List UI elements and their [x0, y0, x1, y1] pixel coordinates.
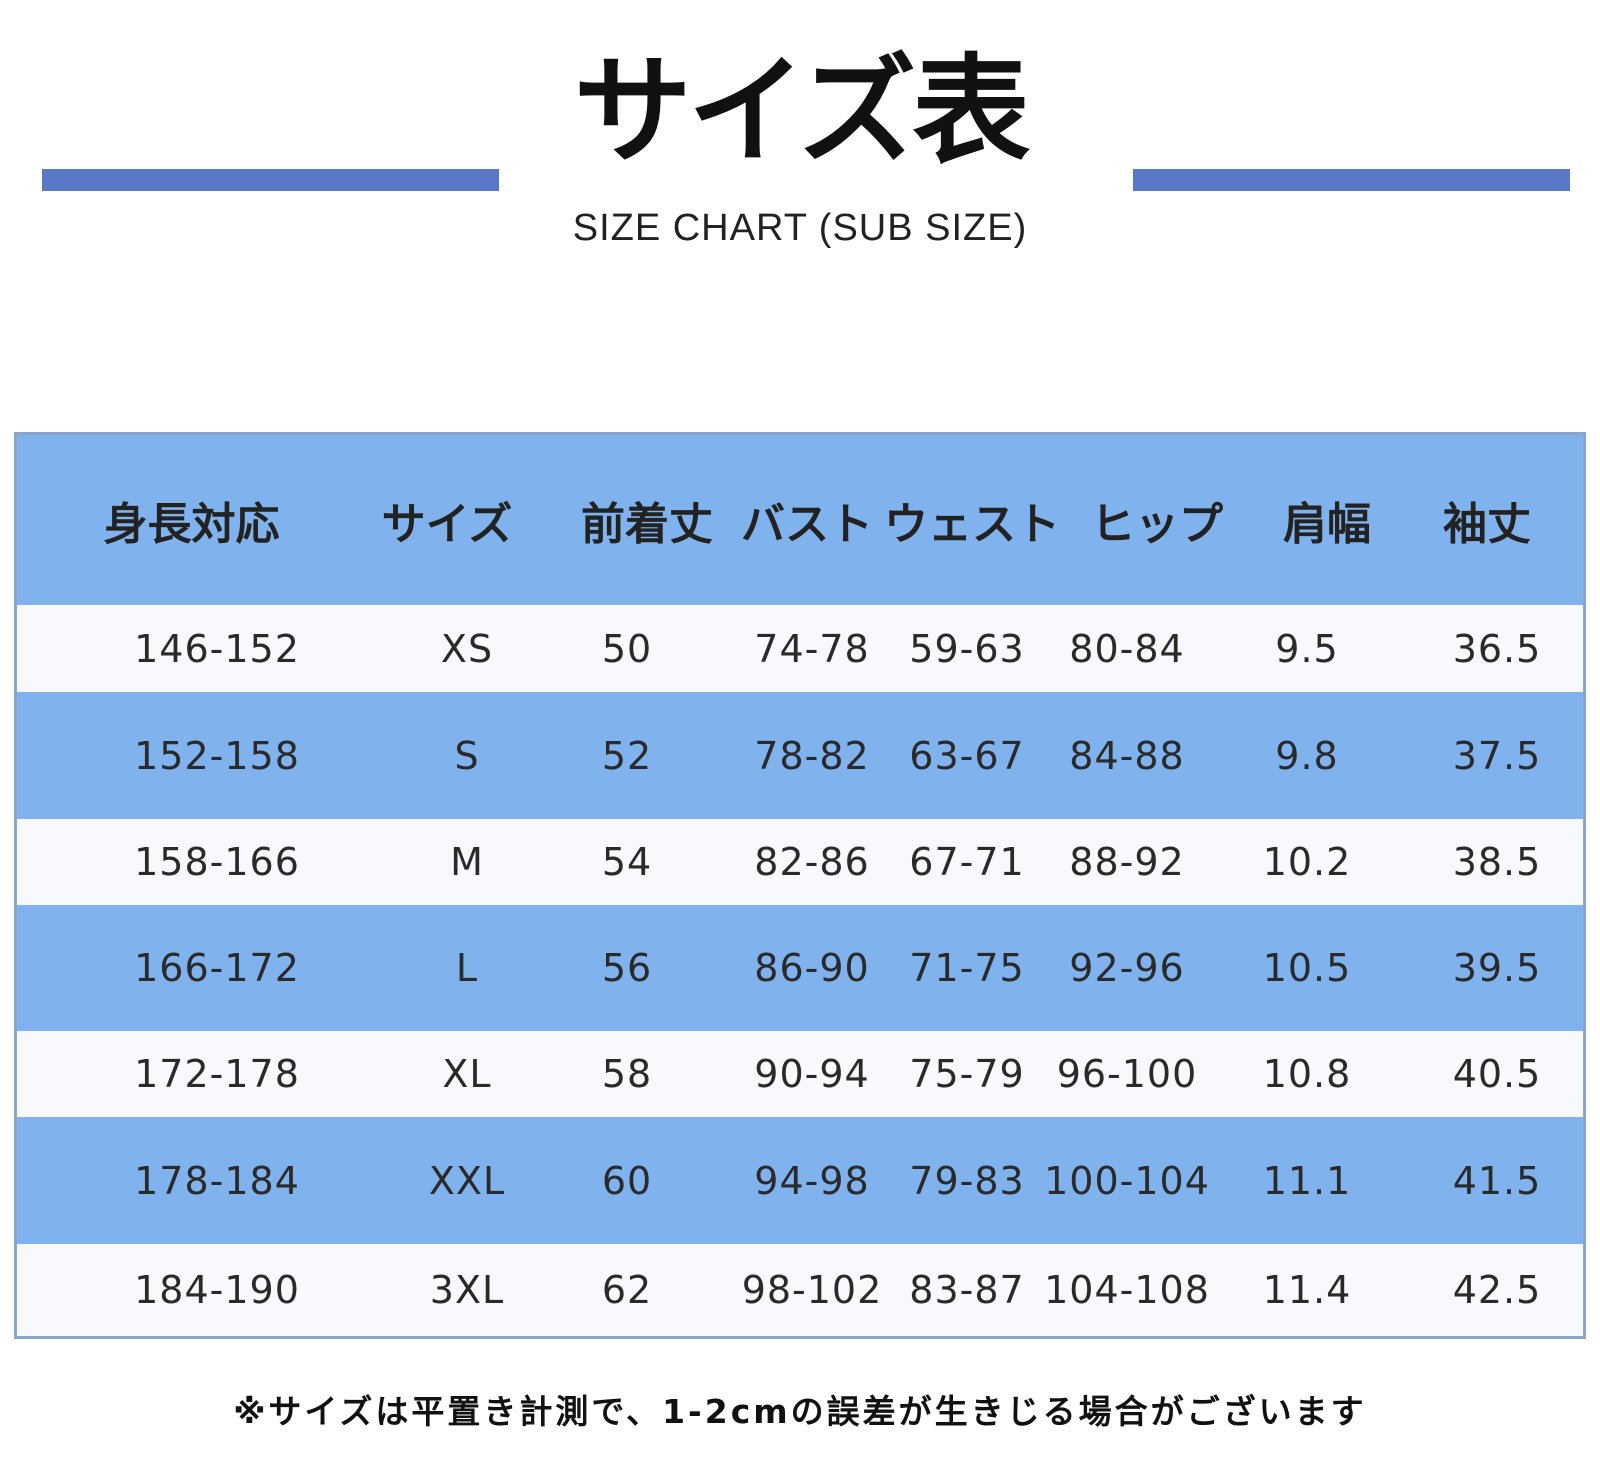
cell-waist: 79-83 — [909, 1158, 1025, 1203]
cell-size: M — [450, 840, 484, 884]
table-row: 146-152 XS 50 74-78 59-63 80-84 9.5 36.5 — [17, 605, 1583, 692]
cell-waist: 59-63 — [909, 626, 1025, 671]
cell-sleeve: 37.5 — [1452, 733, 1542, 778]
cell-shoulder: 10.8 — [1262, 1052, 1352, 1096]
table-header: 身長対応 サイズ 前着丈 バスト ウェスト ヒップ 肩幅 袖丈 — [17, 435, 1583, 605]
measurement-note: ※サイズは平置き計測で、1-2cmの誤差が生きじる場合がございます — [233, 1392, 1367, 1431]
cell-shoulder: 11.4 — [1262, 1268, 1352, 1312]
cell-waist: 67-71 — [909, 840, 1025, 884]
cell-shoulder: 10.5 — [1262, 946, 1352, 990]
cell-hip: 100-104 — [1044, 1158, 1210, 1203]
header-size: サイズ — [381, 499, 513, 550]
cell-length: 60 — [601, 1158, 653, 1203]
cell-shoulder: 9.8 — [1275, 733, 1339, 778]
cell-length: 50 — [601, 626, 653, 671]
cell-bust: 94-98 — [754, 1158, 870, 1203]
cell-hip: 104-108 — [1044, 1268, 1210, 1312]
cell-hip: 96-100 — [1056, 1052, 1198, 1096]
table-row: 178-184 XXL 60 94-98 79-83 100-104 11.1 … — [17, 1117, 1583, 1244]
cell-height: 178-184 — [134, 1158, 300, 1203]
cell-length: 56 — [601, 946, 653, 990]
cell-hip: 80-84 — [1069, 626, 1185, 671]
cell-length: 54 — [601, 840, 653, 884]
cell-size: L — [455, 946, 479, 990]
cell-waist: 63-67 — [909, 733, 1025, 778]
size-chart-table: 身長対応 サイズ 前着丈 バスト ウェスト ヒップ 肩幅 袖丈 146-152 … — [14, 432, 1586, 1339]
header-length: 前着丈 — [581, 499, 713, 550]
page-subtitle: SIZE CHART (SUB SIZE) — [572, 207, 1028, 249]
cell-height: 184-190 — [134, 1268, 300, 1312]
cell-hip: 84-88 — [1069, 733, 1185, 778]
table-row: 152-158 S 52 78-82 63-67 84-88 9.8 37.5 — [17, 692, 1583, 819]
cell-sleeve: 42.5 — [1452, 1268, 1542, 1312]
cell-shoulder: 10.2 — [1262, 840, 1352, 884]
cell-bust: 74-78 — [754, 626, 870, 671]
cell-sleeve: 41.5 — [1452, 1158, 1542, 1203]
header-hip: ヒップ — [1091, 499, 1223, 550]
title-decoration-right — [1133, 169, 1570, 191]
cell-waist: 71-75 — [909, 946, 1025, 990]
cell-bust: 82-86 — [754, 840, 870, 884]
cell-waist: 75-79 — [909, 1052, 1025, 1096]
cell-shoulder: 9.5 — [1275, 626, 1339, 671]
header-shoulder: 肩幅 — [1283, 499, 1371, 550]
page-title: サイズ表 — [573, 42, 1030, 180]
table-row: 172-178 XL 58 90-94 75-79 96-100 10.8 40… — [17, 1031, 1583, 1117]
cell-shoulder: 11.1 — [1262, 1158, 1352, 1203]
cell-sleeve: 40.5 — [1452, 1052, 1542, 1096]
cell-size: XS — [440, 626, 494, 671]
cell-length: 52 — [601, 733, 653, 778]
header-sleeve: 袖丈 — [1443, 499, 1531, 550]
table-row: 184-190 3XL 62 98-102 83-87 104-108 11.4… — [17, 1244, 1583, 1336]
cell-bust: 98-102 — [741, 1268, 883, 1312]
cell-height: 158-166 — [134, 840, 300, 884]
cell-sleeve: 39.5 — [1452, 946, 1542, 990]
cell-sleeve: 38.5 — [1452, 840, 1542, 884]
table-row: 166-172 L 56 86-90 71-75 92-96 10.5 39.5 — [17, 905, 1583, 1031]
cell-size: S — [454, 733, 480, 778]
cell-height: 152-158 — [134, 733, 300, 778]
title-decoration-left — [42, 169, 499, 191]
cell-bust: 86-90 — [754, 946, 870, 990]
cell-waist: 83-87 — [909, 1268, 1025, 1312]
cell-length: 58 — [601, 1052, 653, 1096]
cell-bust: 78-82 — [754, 733, 870, 778]
cell-length: 62 — [601, 1268, 653, 1312]
cell-hip: 88-92 — [1069, 840, 1185, 884]
header-height: 身長対応 — [103, 499, 280, 550]
cell-size: XXL — [428, 1158, 506, 1203]
cell-height: 146-152 — [134, 626, 300, 671]
header-waist: ウェスト — [884, 499, 1060, 550]
cell-size: 3XL — [429, 1268, 505, 1312]
cell-height: 166-172 — [134, 946, 300, 990]
header-bust: バスト — [741, 499, 873, 550]
cell-sleeve: 36.5 — [1452, 626, 1542, 671]
cell-bust: 90-94 — [754, 1052, 870, 1096]
table-row: 158-166 M 54 82-86 67-71 88-92 10.2 38.5 — [17, 819, 1583, 905]
cell-hip: 92-96 — [1069, 946, 1185, 990]
cell-height: 172-178 — [134, 1052, 300, 1096]
cell-size: XL — [442, 1052, 492, 1096]
